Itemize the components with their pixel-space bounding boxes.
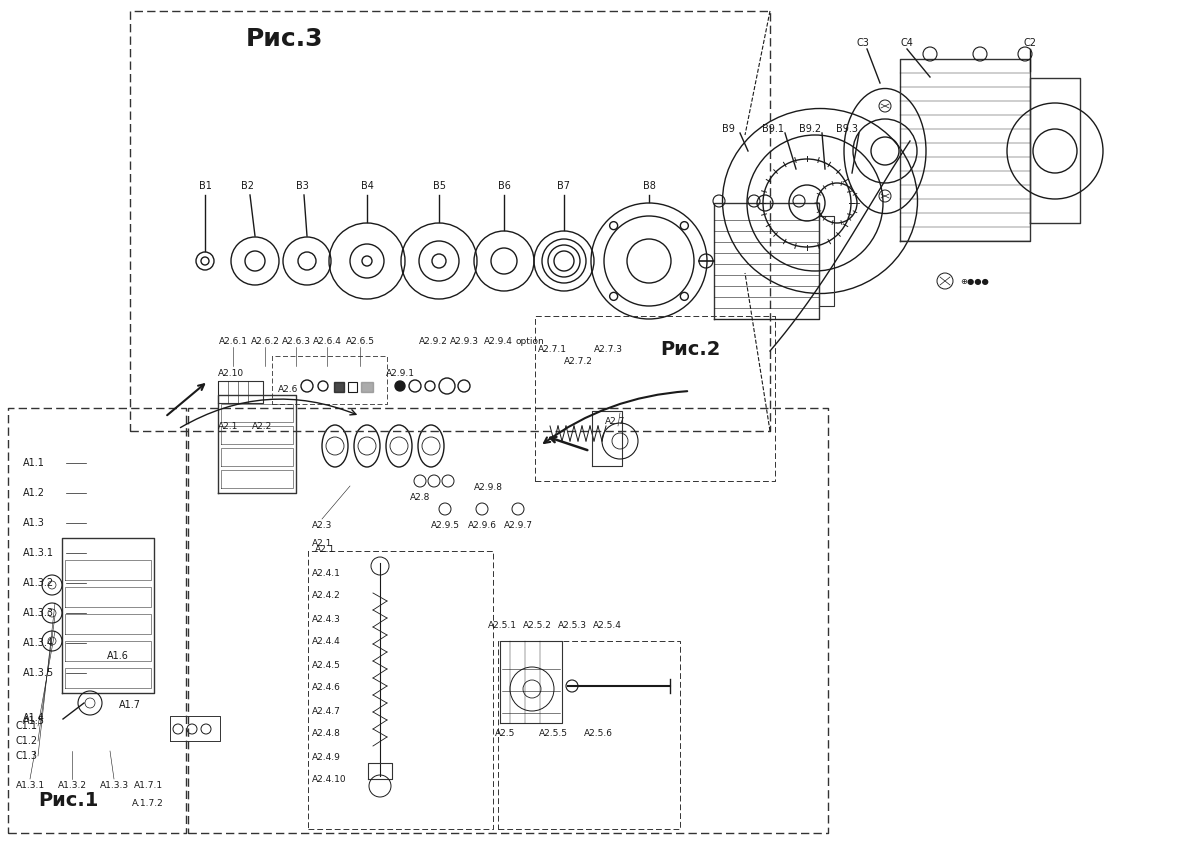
Text: A2.5.1: A2.5.1 xyxy=(488,621,517,631)
Text: C1.2: C1.2 xyxy=(16,736,38,746)
Text: A1.3.3: A1.3.3 xyxy=(23,608,54,618)
Text: A1.3.4: A1.3.4 xyxy=(23,638,54,648)
Text: A1.3.2: A1.3.2 xyxy=(58,781,86,791)
Text: A2.1: A2.1 xyxy=(312,538,332,547)
Text: C4: C4 xyxy=(900,38,914,48)
Text: A2.9.3: A2.9.3 xyxy=(450,336,478,346)
Bar xyxy=(361,382,373,392)
Bar xyxy=(348,382,357,392)
Text: A2.4.5: A2.4.5 xyxy=(312,660,341,669)
Text: A2.4.7: A2.4.7 xyxy=(312,706,341,716)
Text: B6: B6 xyxy=(498,181,511,191)
Text: A2.9.8: A2.9.8 xyxy=(474,483,502,491)
Text: A2.9.7: A2.9.7 xyxy=(504,521,532,530)
Text: A2.6.1: A2.6.1 xyxy=(218,336,247,346)
Text: A2.2: A2.2 xyxy=(252,421,272,431)
Text: A1.3.1: A1.3.1 xyxy=(16,781,44,791)
Text: B5: B5 xyxy=(433,181,446,191)
Text: A2.6: A2.6 xyxy=(278,384,299,394)
Text: A2.4.10: A2.4.10 xyxy=(312,775,347,785)
Text: A2.7.1: A2.7.1 xyxy=(537,345,566,353)
Text: A1.4: A1.4 xyxy=(23,713,44,723)
Text: B3: B3 xyxy=(296,181,308,191)
Text: A2.4.6: A2.4.6 xyxy=(312,684,341,692)
Text: A1.1: A1.1 xyxy=(23,458,44,468)
Text: A2.1: A2.1 xyxy=(218,421,239,431)
Text: B9: B9 xyxy=(722,124,735,134)
Text: B4: B4 xyxy=(361,181,373,191)
Text: A2.9.4: A2.9.4 xyxy=(483,336,512,346)
Text: B2: B2 xyxy=(241,181,253,191)
Text: A1.2: A1.2 xyxy=(23,488,46,498)
Text: C1.3: C1.3 xyxy=(16,751,38,761)
Text: B9.2: B9.2 xyxy=(799,124,821,134)
Text: A1.6: A1.6 xyxy=(107,651,129,661)
Text: A1.3.3: A1.3.3 xyxy=(100,781,128,791)
Text: C1.1: C1.1 xyxy=(16,721,38,731)
Text: A1.7: A1.7 xyxy=(119,700,141,710)
Text: A2.5.3: A2.5.3 xyxy=(558,621,586,631)
Text: A1.3.1: A1.3.1 xyxy=(23,548,54,558)
Text: A1.3.5: A1.3.5 xyxy=(23,668,54,678)
Text: A2.5.4: A2.5.4 xyxy=(592,621,621,631)
Text: A2.5.5: A2.5.5 xyxy=(538,728,567,738)
Text: B7: B7 xyxy=(558,181,571,191)
Text: A2.4.8: A2.4.8 xyxy=(312,729,341,738)
Bar xyxy=(335,382,344,392)
Text: A2.8: A2.8 xyxy=(410,493,430,501)
Text: A2.7: A2.7 xyxy=(604,416,625,426)
Text: A2.3: A2.3 xyxy=(312,521,332,531)
Text: A2.5.2: A2.5.2 xyxy=(523,621,552,631)
Text: Рис.1: Рис.1 xyxy=(38,791,98,811)
Text: A1.3: A1.3 xyxy=(23,518,44,528)
Text: A2.9.2: A2.9.2 xyxy=(418,336,447,346)
Text: C3: C3 xyxy=(856,38,869,48)
Text: A2.7.2: A2.7.2 xyxy=(564,357,592,366)
Text: A2.5: A2.5 xyxy=(495,728,516,738)
Text: A2.9.6: A2.9.6 xyxy=(468,521,496,530)
Text: A2.6.5: A2.6.5 xyxy=(345,336,374,346)
Text: A1.7.1: A1.7.1 xyxy=(133,781,163,791)
Text: A2.6.2: A2.6.2 xyxy=(251,336,279,346)
Text: A2.6.4: A2.6.4 xyxy=(313,336,342,346)
Text: B1: B1 xyxy=(199,181,211,191)
Text: A2.4.9: A2.4.9 xyxy=(312,753,341,761)
Text: A1.5: A1.5 xyxy=(23,716,46,726)
Text: B8: B8 xyxy=(643,181,656,191)
Text: A2.9.5: A2.9.5 xyxy=(430,521,459,530)
Circle shape xyxy=(394,381,405,391)
Text: option: option xyxy=(516,336,544,346)
Text: A2.7.3: A2.7.3 xyxy=(594,345,622,353)
Text: ⊕●●●: ⊕●●● xyxy=(960,277,989,285)
Text: A2.4.3: A2.4.3 xyxy=(312,615,341,623)
Text: A2.10: A2.10 xyxy=(218,368,245,378)
Text: C2: C2 xyxy=(1024,38,1036,48)
Text: B9.1: B9.1 xyxy=(763,124,784,134)
Text: A2.4.1: A2.4.1 xyxy=(312,569,341,578)
Text: Рис.3: Рис.3 xyxy=(246,27,324,51)
Text: A2.9.1: A2.9.1 xyxy=(386,368,415,378)
Text: A.1.7.2: A.1.7.2 xyxy=(132,798,164,807)
Text: A2.6.3: A2.6.3 xyxy=(282,336,311,346)
Text: B9.3: B9.3 xyxy=(836,124,858,134)
Text: Рис.2: Рис.2 xyxy=(659,340,721,358)
Text: A2.5.6: A2.5.6 xyxy=(584,728,613,738)
Text: A1.3.2: A1.3.2 xyxy=(23,578,54,588)
Text: A2.1: A2.1 xyxy=(315,544,336,553)
Text: A2.4.4: A2.4.4 xyxy=(312,637,341,647)
Text: A2.4.2: A2.4.2 xyxy=(312,591,341,600)
